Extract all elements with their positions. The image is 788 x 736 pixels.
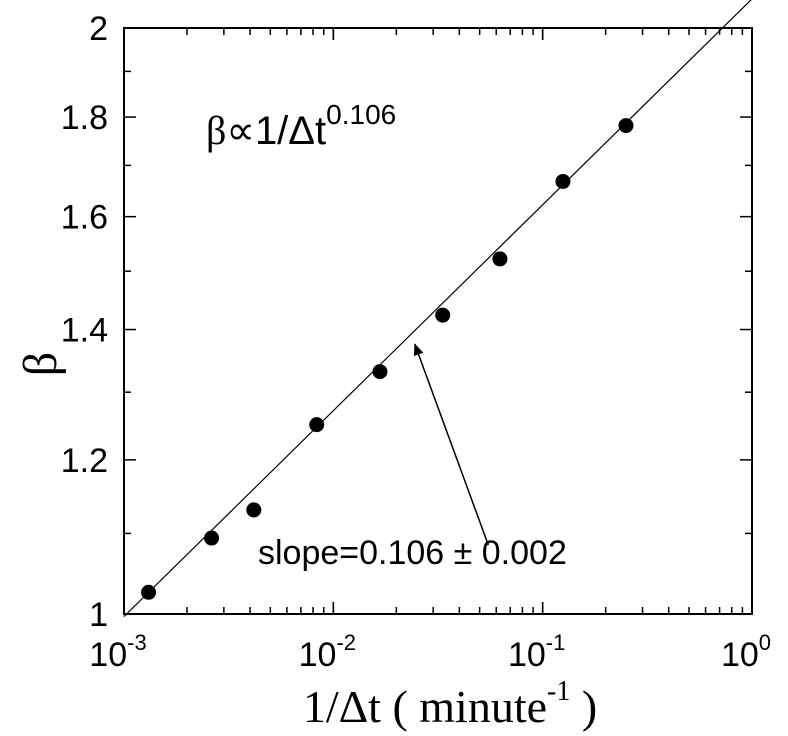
y-tick-label: 2: [89, 10, 108, 48]
x-tick-label-base: 10: [721, 636, 759, 674]
fit-line: [123, 0, 752, 617]
x-axis-title-sup: -1: [547, 676, 570, 707]
data-point: [309, 417, 325, 433]
y-tick-label: 1.6: [61, 199, 108, 237]
x-tick-label: 100: [721, 630, 771, 674]
y-tick-label: 1: [89, 596, 108, 634]
x-tick-label: 10-1: [508, 630, 565, 674]
plot-frame: [123, 27, 753, 615]
x-tick-label-exponent: -2: [336, 630, 356, 655]
data-points: [141, 118, 634, 600]
x-tick-label-exponent: -3: [127, 630, 147, 655]
fit-line-group: [123, 0, 752, 617]
formula-annotation: β∝1/Δt0.106: [206, 99, 396, 153]
x-tick-label-exponent: 0: [759, 630, 771, 655]
y-axis-title: β: [14, 352, 67, 376]
x-tick-label: 10-3: [89, 630, 146, 674]
y-tick-label: 1.2: [61, 442, 108, 480]
data-point: [555, 173, 571, 189]
x-tick-label-base: 10: [89, 636, 127, 674]
x-tick-label-base: 10: [299, 636, 337, 674]
data-point: [492, 251, 508, 267]
data-point: [246, 502, 262, 518]
x-axis-title-main: 1/Δt ( minute: [303, 681, 547, 732]
y-tick-label: 1.4: [61, 312, 108, 350]
annotation-arrow: [413, 343, 490, 546]
x-axis-title: 1/Δt ( minute-1 ): [303, 676, 597, 732]
data-point: [618, 118, 634, 134]
formula-body: 1/Δt: [255, 109, 326, 153]
x-tick-label: 10-2: [299, 630, 356, 674]
data-point: [204, 530, 220, 546]
y-tick-label: 1.8: [61, 99, 108, 137]
formula-prefix: β∝: [206, 108, 255, 153]
formula-exponent: 0.106: [326, 99, 396, 130]
x-tick-label-exponent: -1: [546, 630, 566, 655]
x-tick-label-base: 10: [508, 636, 546, 674]
data-point: [372, 364, 388, 380]
ticks: [123, 27, 753, 615]
x-axis-title-close: ): [570, 681, 597, 732]
data-point: [141, 584, 157, 600]
slope-annotation: slope=0.106 ± 0.002: [258, 534, 567, 572]
data-point: [435, 307, 451, 323]
